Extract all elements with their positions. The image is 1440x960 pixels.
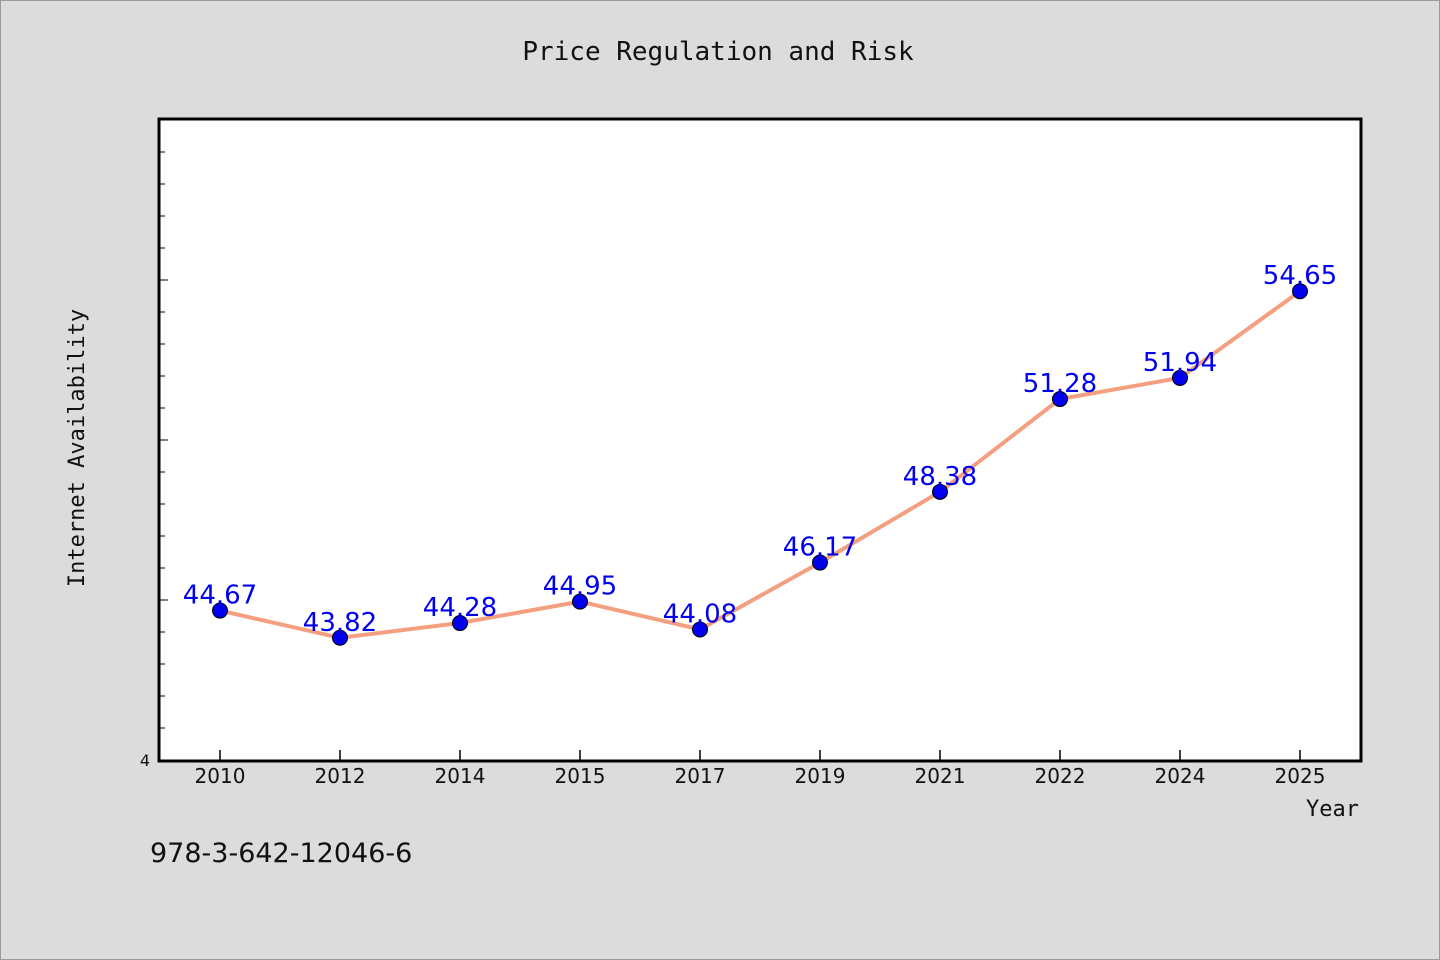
x-tick-label: 2025 [1275, 764, 1326, 788]
series-line [218, 289, 1302, 640]
data-label: 43.82 [303, 608, 377, 638]
x-tick-label: 2012 [315, 764, 366, 788]
x-tick-label: 2022 [1035, 764, 1086, 788]
data-label: 51.94 [1143, 348, 1217, 378]
x-tick-label: 2017 [675, 764, 726, 788]
x-tick-label: 2015 [555, 764, 606, 788]
data-label: 44.95 [543, 572, 617, 602]
data-point [932, 483, 948, 500]
data-point [812, 554, 828, 571]
data-labels: 44.67 43.82 44.28 44.95 44.08 46.17 48.38 51.28… [183, 261, 1337, 638]
y-tick-label: 4 [140, 751, 150, 770]
data-label: 54.65 [1263, 261, 1337, 291]
data-point [332, 629, 348, 646]
plot-area [157, 117, 1363, 763]
x-tick-label: 2010 [195, 764, 246, 788]
data-label: 48.38 [903, 462, 977, 492]
data-point [212, 602, 228, 619]
series-markers [212, 283, 1308, 646]
x-axis-tick-labels: 2010 2012 2014 2015 2017 2019 2021 2022 2024 2025 [195, 764, 1326, 788]
x-axis-ticks [219, 750, 1301, 760]
x-tick-label: 2019 [795, 764, 846, 788]
y-axis-label: Internet Availability [65, 309, 90, 587]
data-label: 44.08 [663, 599, 737, 629]
data-point [1052, 391, 1068, 408]
data-point [1172, 369, 1188, 386]
y-axis-ticks [160, 151, 168, 761]
chart-title: Price Regulation and Risk [522, 37, 914, 67]
x-axis-label: Year [1306, 797, 1359, 822]
x-tick-label: 2024 [1155, 764, 1206, 788]
data-label: 51.28 [1023, 369, 1097, 399]
data-label: 46.17 [783, 533, 857, 563]
data-point [692, 621, 708, 638]
x-tick-label: 2021 [915, 764, 966, 788]
data-point [1292, 283, 1308, 300]
data-point [572, 593, 588, 610]
data-label: 44.28 [423, 593, 497, 623]
footer-text: 978-3-642-12046-6 [150, 838, 412, 869]
x-tick-label: 2014 [435, 764, 486, 788]
data-label: 44.67 [183, 581, 257, 611]
data-point [452, 615, 468, 632]
